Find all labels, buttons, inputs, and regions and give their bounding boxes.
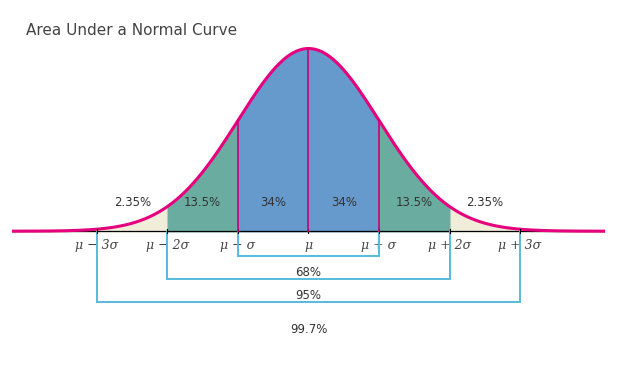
Text: 34%: 34%	[260, 196, 286, 209]
Text: μ: μ	[304, 239, 313, 252]
Text: μ − σ: μ − σ	[220, 239, 255, 252]
Text: μ − 3σ: μ − 3σ	[75, 239, 118, 252]
Text: 95%: 95%	[296, 289, 321, 302]
Text: 13.5%: 13.5%	[184, 196, 222, 209]
Text: 2.35%: 2.35%	[114, 196, 151, 209]
Text: 34%: 34%	[331, 196, 357, 209]
Text: 2.35%: 2.35%	[466, 196, 503, 209]
Text: 68%: 68%	[296, 266, 321, 279]
Text: μ + 2σ: μ + 2σ	[428, 239, 471, 252]
Text: μ + σ: μ + σ	[362, 239, 397, 252]
Text: 13.5%: 13.5%	[395, 196, 433, 209]
Text: 99.7%: 99.7%	[290, 323, 327, 336]
Text: μ + 3σ: μ + 3σ	[499, 239, 542, 252]
Text: Area Under a Normal Curve: Area Under a Normal Curve	[27, 23, 238, 38]
Text: μ − 2σ: μ − 2σ	[146, 239, 189, 252]
